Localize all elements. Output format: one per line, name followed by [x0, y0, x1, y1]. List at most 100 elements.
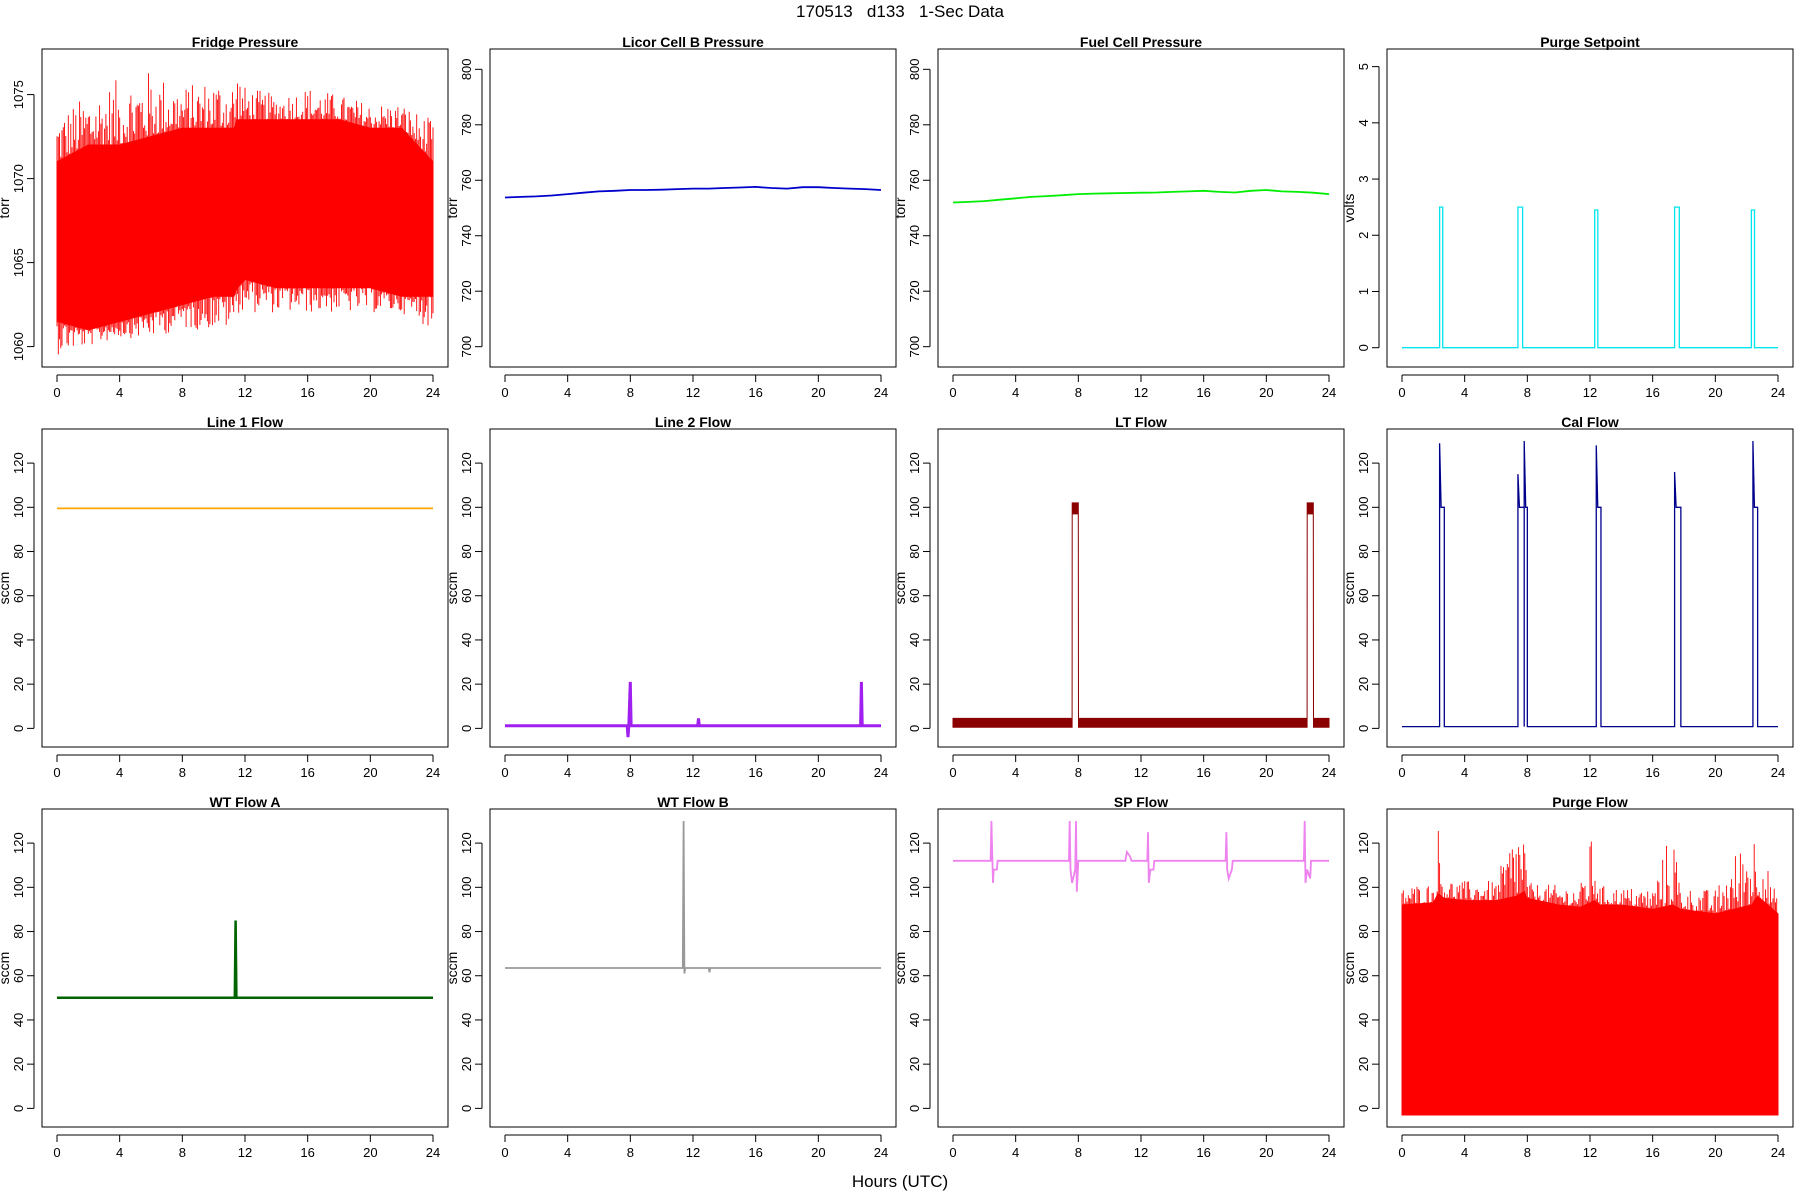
fuel-cell-pressure-x-tick-label: 8	[1075, 385, 1082, 400]
lt-flow-y-axis-label: sccm	[892, 572, 908, 605]
wt-flow-a-panel: WT Flow A sccm 0 4 8 12 16 20 24 0 20 40 60 80 100 120	[0, 794, 449, 1160]
wt-flow-b-y-tick-label: 20	[459, 1057, 474, 1071]
fuel-cell-pressure-y-tick-label: 700	[907, 336, 922, 358]
licor-cell-b-pressure-y-tick-label: 720	[459, 280, 474, 302]
sp-flow-title: SP Flow	[1114, 794, 1168, 810]
purge-flow-x-tick-label: 4	[1461, 1145, 1468, 1160]
line-2-flow-y-tick-label: 60	[459, 589, 474, 603]
cal-flow-data	[1402, 440, 1778, 728]
line-1-flow-title: Line 1 Flow	[207, 414, 283, 430]
wt-flow-b-title: WT Flow B	[657, 794, 729, 810]
fridge-pressure-series-spikes	[56, 73, 434, 355]
wt-flow-a-frame	[41, 808, 449, 1128]
cal-flow-y-tick-label: 40	[1356, 633, 1371, 647]
wt-flow-a-y-tick-label: 80	[11, 924, 26, 938]
line-1-flow-y-tick-label: 40	[11, 633, 26, 647]
licor-cell-b-pressure-x-tick-label: 24	[874, 385, 888, 400]
licor-cell-b-pressure-x-tick-label: 16	[748, 385, 762, 400]
lt-flow-y-tick-label: 0	[907, 725, 922, 732]
cal-flow-y-tick-label: 0	[1356, 725, 1371, 732]
cal-flow-x-tick-label: 20	[1708, 765, 1722, 780]
purge-setpoint-y-tick-label: 0	[1356, 344, 1371, 351]
lt-flow-y-tick-label: 40	[907, 633, 922, 647]
line-2-flow-x-tick-label: 12	[686, 765, 700, 780]
wt-flow-b-x-tick-label: 12	[686, 1145, 700, 1160]
wt-flow-b-y-tick-label: 0	[459, 1105, 474, 1112]
wt-flow-a-y-tick-label: 20	[11, 1057, 26, 1071]
wt-flow-b-y-tick-label: 60	[459, 969, 474, 983]
lt-flow-title: LT Flow	[1115, 414, 1167, 430]
licor-cell-b-pressure-x-tick-label: 4	[564, 385, 571, 400]
sp-flow-series-line	[953, 820, 1329, 892]
wt-flow-b-panel: WT Flow B sccm 0 4 8 12 16 20 24 0 20 40 60 80 100 120	[444, 794, 897, 1160]
cal-flow-x-tick-label: 4	[1461, 765, 1468, 780]
purge-flow-x-tick-label: 20	[1708, 1145, 1722, 1160]
cal-flow-frame	[1386, 428, 1794, 748]
lt-flow-series-band	[952, 502, 1330, 728]
line-2-flow-frame	[489, 428, 897, 748]
sp-flow-y-tick-label: 0	[907, 1105, 922, 1112]
licor-cell-b-pressure-y-tick-label: 700	[459, 336, 474, 358]
fridge-pressure-x-tick-label: 16	[300, 385, 314, 400]
line-2-flow-x-tick-label: 24	[874, 765, 888, 780]
fuel-cell-pressure-panel: Fuel Cell Pressure torr 0 4 8 12 16 20 24 700 720 7…	[892, 34, 1345, 400]
line-2-flow-y-tick-label: 40	[459, 633, 474, 647]
lt-flow-x-tick-label: 20	[1259, 765, 1273, 780]
fuel-cell-pressure-y-tick-label: 760	[907, 169, 922, 191]
licor-cell-b-pressure-panel: Licor Cell B Pressure torr 0 4 8 12 16 20 24 700 7…	[444, 34, 897, 400]
lt-flow-y-tick-label: 60	[907, 589, 922, 603]
licor-cell-b-pressure-frame	[489, 48, 897, 368]
wt-flow-b-x-tick-label: 4	[564, 1145, 571, 1160]
line-1-flow-x-tick-label: 24	[426, 765, 440, 780]
line-2-flow-y-tick-label: 100	[459, 496, 474, 518]
purge-flow-series-band	[1401, 890, 1779, 1116]
line-2-flow-data	[505, 681, 881, 738]
wt-flow-b-y-axis-label: sccm	[444, 952, 460, 985]
sp-flow-y-tick-label: 20	[907, 1057, 922, 1071]
wt-flow-b-y-tick-label: 80	[459, 924, 474, 938]
purge-setpoint-x-tick-label: 4	[1461, 385, 1468, 400]
line-1-flow-y-tick-label: 120	[11, 452, 26, 474]
line-1-flow-x-tick-label: 8	[179, 765, 186, 780]
line-1-flow-frame	[41, 428, 449, 748]
purge-setpoint-x-tick-label: 12	[1583, 385, 1597, 400]
fridge-pressure-x-tick-label: 12	[238, 385, 252, 400]
licor-cell-b-pressure-x-tick-label: 0	[501, 385, 508, 400]
fridge-pressure-title: Fridge Pressure	[192, 34, 299, 50]
licor-cell-b-pressure-series-line	[504, 185, 882, 199]
sp-flow-frame	[937, 808, 1345, 1128]
cal-flow-x-tick-label: 0	[1398, 765, 1405, 780]
wt-flow-a-series-line	[57, 920, 433, 1000]
purge-setpoint-data	[1402, 206, 1778, 349]
purge-flow-frame	[1386, 808, 1794, 1128]
purge-flow-data	[1401, 831, 1779, 1116]
fuel-cell-pressure-series-line	[952, 189, 1330, 204]
line-1-flow-x-tick-label: 0	[53, 765, 60, 780]
wt-flow-b-x-tick-label: 24	[874, 1145, 888, 1160]
line-1-flow-y-tick-label: 80	[11, 544, 26, 558]
line-2-flow-y-tick-label: 20	[459, 677, 474, 691]
lt-flow-x-tick-label: 16	[1196, 765, 1210, 780]
licor-cell-b-pressure-y-tick-label: 780	[459, 114, 474, 136]
sp-flow-y-tick-label: 40	[907, 1013, 922, 1027]
sp-flow-x-tick-label: 0	[949, 1145, 956, 1160]
fuel-cell-pressure-title: Fuel Cell Pressure	[1080, 34, 1202, 50]
lt-flow-x-tick-label: 24	[1322, 765, 1336, 780]
fridge-pressure-x-tick-label: 4	[116, 385, 123, 400]
wt-flow-b-x-tick-label: 8	[627, 1145, 634, 1160]
lt-flow-x-tick-label: 0	[949, 765, 956, 780]
fuel-cell-pressure-x-tick-label: 0	[949, 385, 956, 400]
cal-flow-title: Cal Flow	[1561, 414, 1619, 430]
wt-flow-b-y-tick-label: 40	[459, 1013, 474, 1027]
fridge-pressure-frame	[41, 48, 449, 368]
cal-flow-y-axis-label: sccm	[1341, 572, 1357, 605]
fridge-pressure-x-tick-label: 0	[53, 385, 60, 400]
purge-setpoint-series-line	[1402, 206, 1778, 349]
cal-flow-x-tick-label: 16	[1645, 765, 1659, 780]
purge-flow-y-tick-label: 100	[1356, 876, 1371, 898]
line-1-flow-panel: Line 1 Flow sccm 0 4 8 12 16 20 24 0 20 40 60 80 100 12…	[0, 414, 449, 780]
fuel-cell-pressure-data	[952, 189, 1330, 204]
wt-flow-a-y-tick-label: 120	[11, 832, 26, 854]
licor-cell-b-pressure-x-tick-label: 20	[811, 385, 825, 400]
lt-flow-y-tick-label: 20	[907, 677, 922, 691]
